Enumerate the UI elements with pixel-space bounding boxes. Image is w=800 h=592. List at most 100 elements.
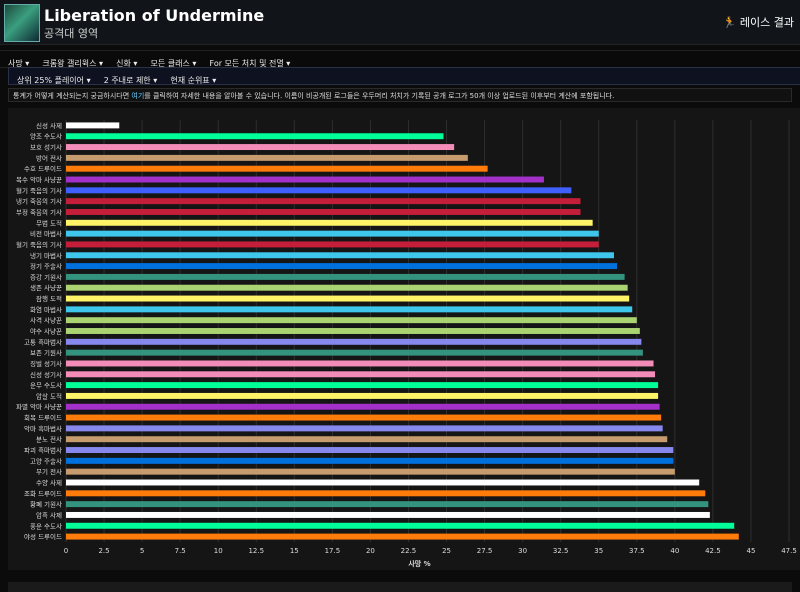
category-label: 정기 주술사 — [30, 262, 62, 271]
category-label: 비전 마법사 — [30, 229, 62, 238]
category-label: 방어 전사 — [36, 153, 62, 162]
filter-percentile[interactable]: 상위 25% 플레이어 ▾ — [17, 76, 91, 85]
x-tick-label: 40 — [670, 547, 679, 555]
bar — [66, 468, 675, 475]
bar — [66, 457, 674, 464]
bar — [66, 284, 628, 291]
bar — [66, 436, 668, 443]
bar — [66, 187, 572, 194]
category-label: 운무 수도사 — [30, 381, 62, 390]
bar — [66, 295, 630, 302]
bar — [66, 154, 468, 161]
bar-chart: 0 2.5 5 7.5 10 12.5 15 17.5 20 22.5 25 27.5 30 32.5 35… — [16, 120, 797, 568]
page-title: Liberation of Undermine — [44, 6, 265, 25]
category-label: 신성 성기사 — [30, 370, 62, 379]
category-label: 수양 사제 — [36, 478, 62, 487]
x-tick-label: 42.5 — [705, 547, 721, 555]
raid-logo — [4, 4, 40, 42]
category-label: 신성 사제 — [36, 121, 62, 130]
bar — [66, 208, 581, 215]
bar — [66, 241, 599, 248]
x-tick-label: 12.5 — [248, 547, 264, 555]
menu-boss[interactable]: 크롬왕 갤리윅스 ▾ — [42, 59, 104, 68]
bar — [66, 133, 444, 140]
menu-bar: 사망 ▾ 크롬왕 갤리윅스 ▾ 신화 ▾ 모든 클래스 ▾ For 모든 처치 … — [0, 50, 800, 68]
race-results-label: 레이스 결과 — [739, 16, 794, 29]
category-label: 조화 드루이드 — [24, 489, 62, 498]
bar — [66, 533, 739, 540]
bar — [66, 317, 637, 324]
bar — [66, 273, 625, 280]
bar — [66, 511, 710, 518]
bar — [66, 338, 642, 345]
filter-time[interactable]: 2 주내로 제한 ▾ — [103, 76, 158, 85]
bar — [66, 144, 455, 151]
category-label: 부정 죽음의 기사 — [16, 207, 62, 216]
category-label: 보존 기원사 — [30, 348, 62, 357]
menu-difficulty[interactable]: 신화 ▾ — [116, 59, 138, 68]
bar — [66, 414, 662, 421]
info-notice: 통계가 어떻게 계산되는지 궁금하시다면 여기를 클릭하여 자세한 내용을 알아… — [8, 88, 792, 102]
runner-icon: 🏃 — [722, 16, 737, 29]
x-tick-label: 25 — [442, 547, 451, 555]
category-label: 증강 기원사 — [30, 272, 62, 281]
menu-kills[interactable]: For 모든 처치 및 전멸 ▾ — [209, 59, 291, 68]
menu-metric[interactable]: 사망 ▾ — [8, 59, 30, 68]
x-tick-label: 30 — [518, 547, 527, 555]
category-label: 파멸 악마 사냥꾼 — [16, 402, 62, 411]
bar — [66, 165, 488, 172]
category-label: 수호 드루이드 — [24, 164, 62, 173]
x-tick-label: 17.5 — [325, 547, 341, 555]
x-tick-label: 15 — [290, 547, 299, 555]
category-label: 무기 전사 — [36, 467, 62, 476]
category-label: 분노 전사 — [36, 435, 62, 444]
category-label: 양조 수도사 — [30, 132, 62, 141]
bar — [66, 263, 618, 270]
x-tick-label: 7.5 — [175, 547, 186, 555]
x-tick-label: 45 — [746, 547, 755, 555]
category-label: 야성 드루이드 — [24, 532, 62, 541]
category-label: 생존 사냥꾼 — [30, 283, 62, 292]
x-tick-label: 20 — [366, 547, 375, 555]
bar — [66, 425, 663, 432]
x-tick-label: 2.5 — [98, 547, 109, 555]
bar — [66, 349, 643, 356]
x-tick-label: 47.5 — [781, 547, 797, 555]
bar — [66, 382, 659, 389]
bar — [66, 501, 709, 508]
bar — [66, 176, 544, 183]
bar — [66, 479, 700, 486]
category-label: 고양 주술사 — [30, 456, 62, 465]
category-label: 사격 사냥꾼 — [30, 316, 62, 325]
page-header: Liberation of Undermine 공격대 영역 🏃 레이스 결과 — [0, 0, 800, 45]
bar — [66, 122, 120, 129]
bar — [66, 306, 633, 313]
x-tick-label: 22.5 — [401, 547, 417, 555]
x-tick-label: 32.5 — [553, 547, 569, 555]
menu-class[interactable]: 모든 클래스 ▾ — [150, 59, 197, 68]
category-label: 회복 드루이드 — [24, 413, 62, 422]
chart-panel: 0 2.5 5 7.5 10 12.5 15 17.5 20 22.5 25 27.5 30 32.5 35… — [8, 108, 800, 570]
info-link[interactable]: 여기 — [131, 92, 145, 100]
x-tick-label: 37.5 — [629, 547, 645, 555]
x-tick-label: 10 — [214, 547, 223, 555]
category-label: 징벌 성기사 — [30, 359, 62, 368]
bar — [66, 403, 660, 410]
race-results-link[interactable]: 🏃 레이스 결과 — [723, 14, 794, 30]
filter-bar: 상위 25% 플레이어 ▾ 2 주내로 제한 ▾ 현재 순위표 ▾ — [8, 67, 800, 85]
category-label: 혈기 죽음의 기사 — [16, 240, 62, 249]
category-label: 고통 흑마법사 — [24, 337, 62, 346]
x-axis-title: 사망 % — [408, 559, 430, 568]
category-label: 냉기 마법사 — [30, 251, 62, 260]
x-tick-label: 0 — [64, 547, 68, 555]
category-label: 악마 흑마법사 — [24, 424, 62, 433]
bar — [66, 252, 614, 259]
page-subtitle: 공격대 영역 — [44, 27, 99, 40]
category-label: 잠행 도적 — [36, 294, 62, 303]
category-label: 복수 악마 사냥꾼 — [16, 175, 62, 184]
category-label: 냉기 죽음의 기사 — [16, 197, 62, 206]
category-label: 혈기 죽음의 기사 — [16, 186, 62, 195]
bar — [66, 219, 593, 226]
filter-ranking[interactable]: 현재 순위표 ▾ — [170, 76, 217, 85]
x-tick-label: 27.5 — [477, 547, 493, 555]
